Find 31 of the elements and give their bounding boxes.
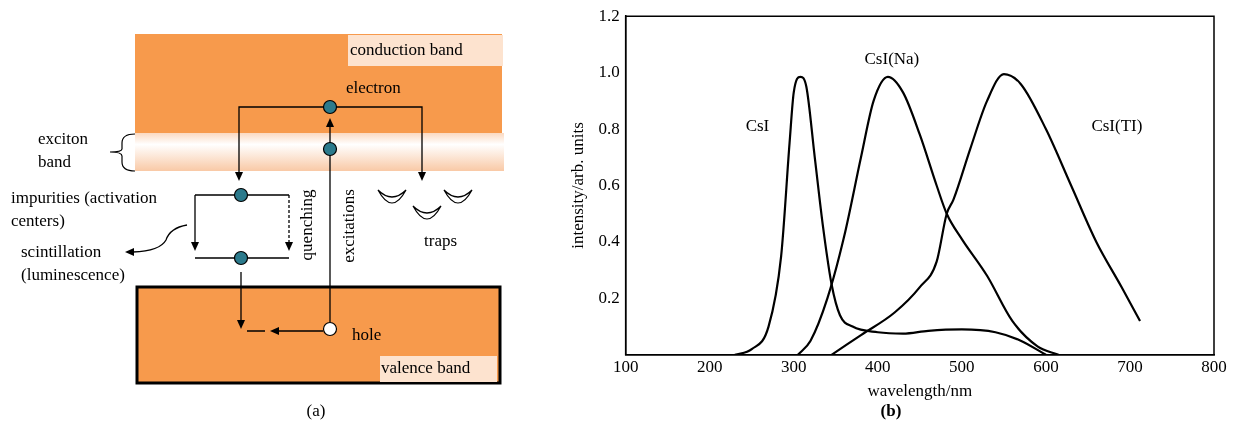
text: valence band xyxy=(381,357,472,379)
x-axis-title: wavelength/nm xyxy=(867,380,973,400)
x-tick-label: 700 xyxy=(1117,357,1143,377)
x-tick-label: 200 xyxy=(696,357,723,377)
x-tick-label: 500 xyxy=(949,357,975,377)
text: conduction band xyxy=(350,39,464,61)
text: exciton band xyxy=(38,128,90,173)
text: CsI(TI) xyxy=(1091,115,1143,135)
text: impurities (activation centers) xyxy=(11,187,158,232)
x-tick-label: 400 xyxy=(865,357,891,377)
text: quenching xyxy=(295,189,317,261)
y-tick-label: 0.4 xyxy=(598,231,621,251)
y-tick-label: 0.2 xyxy=(598,287,620,307)
text: (a) xyxy=(305,400,327,422)
x-tick-label: 800 xyxy=(1201,357,1227,377)
y-axis-title: intensity/arb. units xyxy=(567,122,587,249)
x-tick-label: 100 xyxy=(612,357,639,377)
y-tick-label: 0.6 xyxy=(598,174,620,194)
series-label: CsI(Na) xyxy=(864,49,920,69)
x-tick-label: 600 xyxy=(1033,357,1059,377)
text: traps xyxy=(424,230,459,252)
x-tick-label: 300 xyxy=(781,357,807,377)
series-label: CsI xyxy=(745,116,770,136)
y-tick-label: 0.8 xyxy=(598,118,620,138)
text: excitations xyxy=(337,189,359,263)
text: electron xyxy=(346,77,402,99)
y-tick-label: 1.2 xyxy=(598,5,620,25)
text: hole xyxy=(352,324,383,346)
text: (b) xyxy=(880,401,902,421)
y-tick-label: 1.0 xyxy=(598,62,620,82)
text: scintillation (luminescence) xyxy=(21,241,126,286)
